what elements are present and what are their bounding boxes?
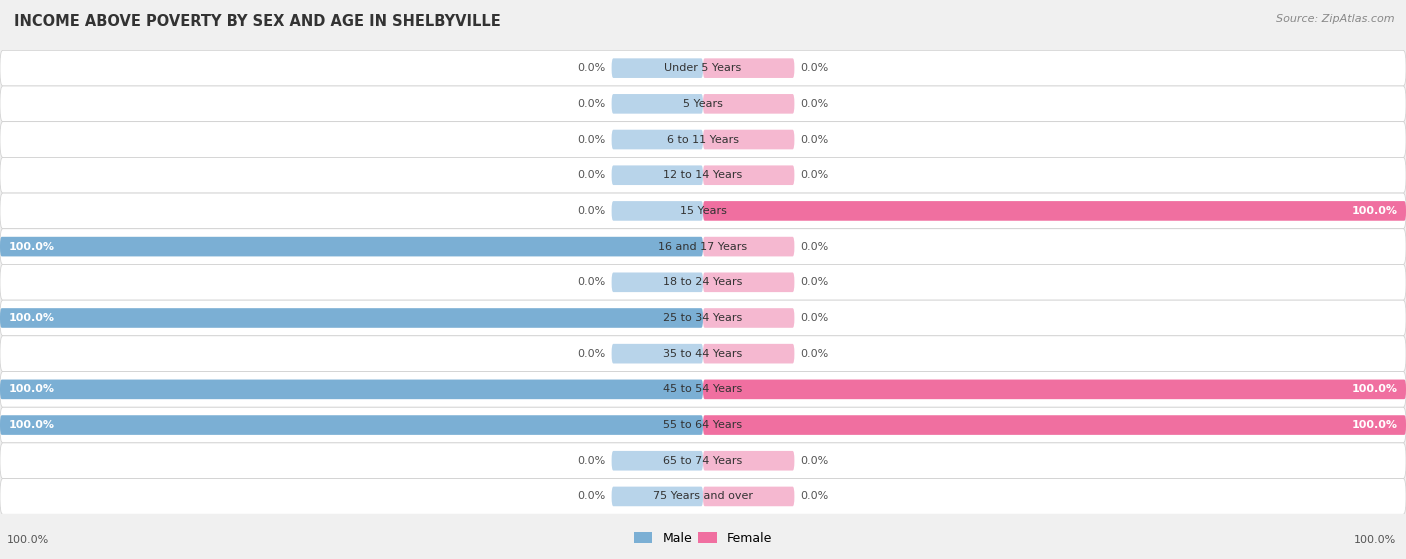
- FancyBboxPatch shape: [612, 451, 703, 471]
- Text: 65 to 74 Years: 65 to 74 Years: [664, 456, 742, 466]
- Text: 0.0%: 0.0%: [800, 170, 828, 180]
- FancyBboxPatch shape: [703, 415, 1406, 435]
- Text: 15 Years: 15 Years: [679, 206, 727, 216]
- Text: 5 Years: 5 Years: [683, 99, 723, 109]
- Text: 0.0%: 0.0%: [578, 135, 606, 145]
- FancyBboxPatch shape: [612, 130, 703, 149]
- FancyBboxPatch shape: [703, 94, 794, 113]
- FancyBboxPatch shape: [703, 130, 794, 149]
- FancyBboxPatch shape: [703, 58, 794, 78]
- Text: 0.0%: 0.0%: [578, 170, 606, 180]
- FancyBboxPatch shape: [0, 50, 1406, 86]
- Text: 0.0%: 0.0%: [800, 491, 828, 501]
- Text: 0.0%: 0.0%: [578, 277, 606, 287]
- Text: 100.0%: 100.0%: [1351, 385, 1398, 394]
- FancyBboxPatch shape: [703, 487, 794, 506]
- FancyBboxPatch shape: [612, 165, 703, 185]
- Text: 18 to 24 Years: 18 to 24 Years: [664, 277, 742, 287]
- Text: 75 Years and over: 75 Years and over: [652, 491, 754, 501]
- FancyBboxPatch shape: [0, 372, 1406, 407]
- Text: 35 to 44 Years: 35 to 44 Years: [664, 349, 742, 359]
- Text: 0.0%: 0.0%: [800, 349, 828, 359]
- Text: 100.0%: 100.0%: [8, 385, 55, 394]
- Text: Under 5 Years: Under 5 Years: [665, 63, 741, 73]
- Text: 100.0%: 100.0%: [8, 313, 55, 323]
- FancyBboxPatch shape: [703, 344, 794, 363]
- FancyBboxPatch shape: [0, 336, 1406, 372]
- Text: INCOME ABOVE POVERTY BY SEX AND AGE IN SHELBYVILLE: INCOME ABOVE POVERTY BY SEX AND AGE IN S…: [14, 14, 501, 29]
- FancyBboxPatch shape: [0, 443, 1406, 479]
- FancyBboxPatch shape: [612, 344, 703, 363]
- FancyBboxPatch shape: [703, 272, 794, 292]
- Text: 0.0%: 0.0%: [800, 313, 828, 323]
- Text: 0.0%: 0.0%: [578, 63, 606, 73]
- Text: 55 to 64 Years: 55 to 64 Years: [664, 420, 742, 430]
- Text: 25 to 34 Years: 25 to 34 Years: [664, 313, 742, 323]
- FancyBboxPatch shape: [0, 308, 703, 328]
- Text: 0.0%: 0.0%: [578, 99, 606, 109]
- FancyBboxPatch shape: [612, 94, 703, 113]
- FancyBboxPatch shape: [612, 487, 703, 506]
- FancyBboxPatch shape: [703, 201, 1406, 221]
- Text: 100.0%: 100.0%: [7, 535, 49, 545]
- FancyBboxPatch shape: [0, 300, 1406, 336]
- FancyBboxPatch shape: [0, 122, 1406, 158]
- FancyBboxPatch shape: [0, 86, 1406, 122]
- Text: 0.0%: 0.0%: [578, 206, 606, 216]
- FancyBboxPatch shape: [0, 229, 1406, 264]
- Text: 0.0%: 0.0%: [800, 456, 828, 466]
- FancyBboxPatch shape: [0, 407, 1406, 443]
- Text: Source: ZipAtlas.com: Source: ZipAtlas.com: [1277, 14, 1395, 24]
- Text: 100.0%: 100.0%: [8, 420, 55, 430]
- Text: 6 to 11 Years: 6 to 11 Years: [666, 135, 740, 145]
- FancyBboxPatch shape: [612, 272, 703, 292]
- Text: 0.0%: 0.0%: [800, 99, 828, 109]
- Text: 0.0%: 0.0%: [800, 135, 828, 145]
- FancyBboxPatch shape: [0, 237, 703, 257]
- Legend: Male, Female: Male, Female: [628, 527, 778, 550]
- FancyBboxPatch shape: [0, 158, 1406, 193]
- Text: 0.0%: 0.0%: [800, 241, 828, 252]
- FancyBboxPatch shape: [703, 165, 794, 185]
- FancyBboxPatch shape: [703, 451, 794, 471]
- FancyBboxPatch shape: [0, 264, 1406, 300]
- Text: 0.0%: 0.0%: [578, 491, 606, 501]
- Text: 100.0%: 100.0%: [8, 241, 55, 252]
- FancyBboxPatch shape: [703, 380, 1406, 399]
- Text: 0.0%: 0.0%: [800, 277, 828, 287]
- Text: 0.0%: 0.0%: [800, 63, 828, 73]
- Text: 45 to 54 Years: 45 to 54 Years: [664, 385, 742, 394]
- FancyBboxPatch shape: [0, 415, 703, 435]
- Text: 100.0%: 100.0%: [1351, 206, 1398, 216]
- FancyBboxPatch shape: [703, 308, 794, 328]
- FancyBboxPatch shape: [0, 193, 1406, 229]
- FancyBboxPatch shape: [0, 380, 703, 399]
- FancyBboxPatch shape: [703, 237, 794, 257]
- Text: 12 to 14 Years: 12 to 14 Years: [664, 170, 742, 180]
- Text: 100.0%: 100.0%: [1351, 420, 1398, 430]
- FancyBboxPatch shape: [0, 479, 1406, 514]
- Text: 0.0%: 0.0%: [578, 456, 606, 466]
- FancyBboxPatch shape: [612, 58, 703, 78]
- Text: 0.0%: 0.0%: [578, 349, 606, 359]
- FancyBboxPatch shape: [612, 201, 703, 221]
- Text: 100.0%: 100.0%: [1354, 535, 1396, 545]
- Text: 16 and 17 Years: 16 and 17 Years: [658, 241, 748, 252]
